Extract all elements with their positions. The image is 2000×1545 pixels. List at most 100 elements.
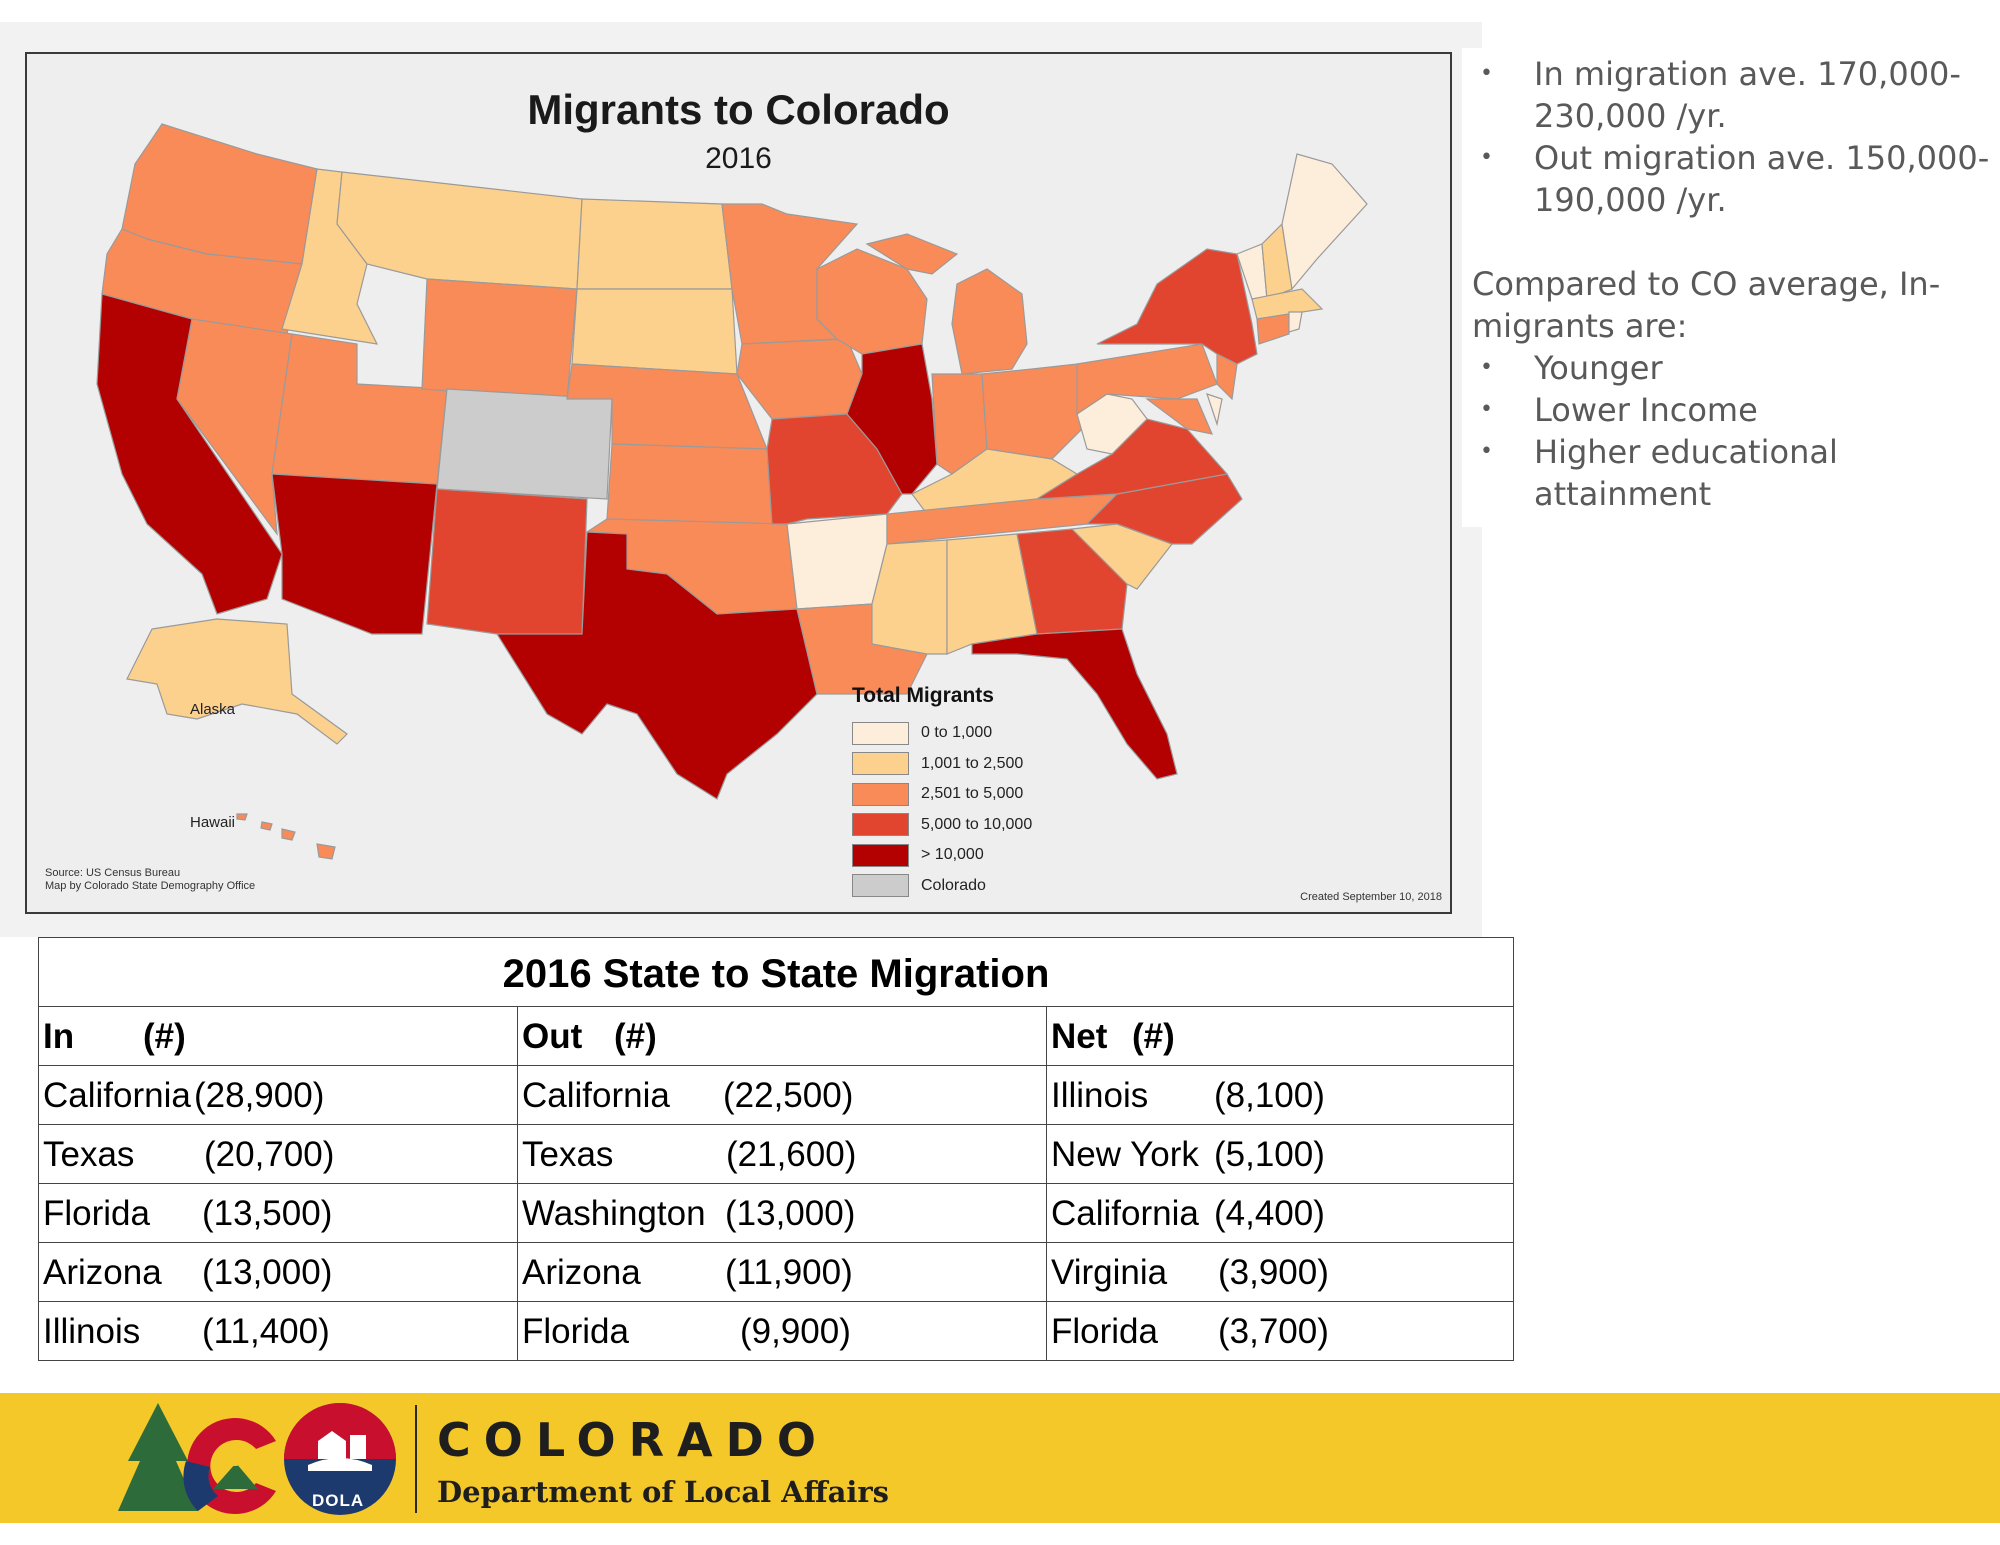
state-massachusetts bbox=[1251, 288, 1324, 320]
migrant-count: (11,400) bbox=[202, 1312, 330, 1351]
legend-label: Colorado bbox=[921, 876, 986, 894]
source-line-2: Map by Colorado State Demography Office bbox=[45, 880, 256, 892]
legend-item: > 10,000 bbox=[852, 840, 1032, 871]
state-utah bbox=[271, 333, 448, 485]
state-montana bbox=[336, 171, 583, 290]
us-map-graphic bbox=[96, 123, 1368, 860]
table-header-row: In (#) Out (#) Net (#) bbox=[39, 1007, 1513, 1066]
in-cell: Illinois (11,400) bbox=[39, 1302, 518, 1360]
note-bullet: • Higher educational attainment bbox=[1472, 431, 2000, 515]
migrant-count: (21,600) bbox=[726, 1135, 857, 1174]
table-row: Illinois (11,400) Florida (9,900) Florida (… bbox=[39, 1302, 1513, 1360]
migrant-count: (5,100) bbox=[1214, 1135, 1325, 1174]
table-row: Arizona (13,000) Arizona (11,900) Virginia… bbox=[39, 1243, 1513, 1302]
bullet-dot-icon: • bbox=[1480, 61, 1493, 86]
in-cell: Texas (20,700) bbox=[39, 1125, 518, 1183]
legend-title: Total Migrants bbox=[852, 684, 994, 707]
migrant-count: (13,500) bbox=[202, 1194, 333, 1233]
state-georgia bbox=[1016, 528, 1128, 635]
map-panel: Migrants to Colorado 2016 Alaska Hawaii … bbox=[0, 22, 1482, 937]
state-maine bbox=[1281, 153, 1368, 291]
legend-label: 0 to 1,000 bbox=[921, 724, 993, 742]
legend-label: 2,501 to 5,000 bbox=[921, 785, 1024, 803]
table-title: 2016 State to State Migration bbox=[39, 938, 1513, 1007]
state-ohio bbox=[981, 363, 1088, 460]
net-cell: Virginia (3,900) bbox=[1047, 1243, 1513, 1301]
note-paragraph: Compared to CO average, In-migrants are: bbox=[1472, 265, 1941, 345]
note-bullet: • Lower Income bbox=[1472, 389, 2000, 431]
out-cell: Arizona (11,900) bbox=[518, 1243, 1047, 1301]
net-cell: Illinois (8,100) bbox=[1047, 1066, 1513, 1124]
hawaii-label: Hawaii bbox=[190, 814, 236, 831]
legend-swatch bbox=[852, 752, 909, 776]
legend-items: 0 to 1,000 1,001 to 2,500 2,501 to 5,000… bbox=[852, 718, 1032, 901]
legend-label: 5,000 to 10,000 bbox=[921, 815, 1033, 833]
legend-label: > 10,000 bbox=[921, 846, 984, 864]
legend-item: 1,001 to 2,500 bbox=[852, 749, 1032, 780]
in-cell: California (28,900) bbox=[39, 1066, 518, 1124]
bullet-dot-icon: • bbox=[1480, 439, 1493, 464]
bullet-dot-icon: • bbox=[1480, 145, 1493, 170]
legend-swatch bbox=[852, 874, 909, 898]
state-florida bbox=[971, 628, 1178, 780]
header-label: Net bbox=[1051, 1017, 1108, 1056]
state-kansas bbox=[606, 443, 773, 525]
migrant-count: (8,100) bbox=[1214, 1076, 1325, 1115]
legend-swatch bbox=[852, 782, 909, 806]
state-name: Arizona bbox=[522, 1253, 641, 1292]
source-line-1: Source: US Census Bureau bbox=[45, 867, 181, 879]
state-colorado bbox=[436, 388, 613, 500]
map-year: 2016 bbox=[705, 142, 772, 175]
table-row: Texas (20,700) Texas (21,600) New York (5,1… bbox=[39, 1125, 1513, 1184]
migrant-count: (22,500) bbox=[723, 1076, 854, 1115]
map-title: Migrants to Colorado bbox=[527, 86, 950, 133]
migrant-count: (4,400) bbox=[1214, 1194, 1325, 1233]
map-source: Source: US Census Bureau Map by Colorado… bbox=[45, 867, 255, 893]
net-cell: New York (5,100) bbox=[1047, 1125, 1513, 1183]
migrant-count: (28,900) bbox=[194, 1076, 325, 1115]
table-row: Florida (13,500) Washington (13,000) Calif… bbox=[39, 1184, 1513, 1243]
note-text: Younger bbox=[1534, 349, 1663, 387]
note-bullet: • Out migration ave. 150,000-190,000 /yr. bbox=[1472, 137, 2000, 221]
state-michigan bbox=[951, 268, 1028, 375]
out-cell: Washington (13,000) bbox=[518, 1184, 1047, 1242]
header-out: Out (#) bbox=[518, 1007, 1047, 1065]
dola-badge-text: DOLA bbox=[312, 1491, 365, 1510]
state-north-dakota bbox=[576, 198, 733, 290]
migration-notes: • In migration ave. 170,000-230,000 /yr. … bbox=[1462, 48, 2000, 527]
state-maryland bbox=[1145, 398, 1214, 435]
state-connecticut bbox=[1256, 313, 1290, 345]
state-new-jersey bbox=[1216, 353, 1238, 401]
migrant-count: (3,700) bbox=[1218, 1312, 1329, 1351]
footer-band: DOLA COLORADO Department of Local Affair… bbox=[0, 1393, 2000, 1523]
note-text: Higher educational attainment bbox=[1534, 433, 1838, 513]
out-cell: Texas (21,600) bbox=[518, 1125, 1047, 1183]
note-bullet: • Younger bbox=[1472, 347, 2000, 389]
header-unit: (#) bbox=[1132, 1017, 1175, 1056]
state-wyoming bbox=[421, 278, 578, 400]
org-name: COLORADO bbox=[437, 1413, 829, 1467]
note-text: Out migration ave. 150,000-190,000 /yr. bbox=[1534, 139, 1990, 219]
out-cell: Florida (9,900) bbox=[518, 1302, 1047, 1360]
state-delaware bbox=[1206, 393, 1223, 427]
state-south-dakota bbox=[571, 288, 738, 375]
table-row: California (28,900) California (22,500) Il… bbox=[39, 1066, 1513, 1125]
migrant-count: (9,900) bbox=[740, 1312, 851, 1351]
migrant-count: (20,700) bbox=[204, 1135, 335, 1174]
legend-item: 2,501 to 5,000 bbox=[852, 779, 1032, 810]
state-name: Virginia bbox=[1051, 1253, 1168, 1292]
legend-item: 0 to 1,000 bbox=[852, 718, 1032, 749]
header-label: Out bbox=[522, 1017, 583, 1056]
state-arizona bbox=[271, 473, 438, 635]
state-new-mexico bbox=[426, 488, 588, 635]
map-created-date: Created September 10, 2018 bbox=[1300, 891, 1442, 903]
out-cell: California (22,500) bbox=[518, 1066, 1047, 1124]
legend-swatch bbox=[852, 721, 909, 745]
bullet-dot-icon: • bbox=[1480, 397, 1493, 422]
state-alaska bbox=[126, 618, 348, 745]
header-net: Net (#) bbox=[1047, 1007, 1513, 1065]
state-name: California bbox=[522, 1076, 670, 1115]
state-mississippi bbox=[871, 539, 948, 655]
state-name: Arizona bbox=[43, 1253, 162, 1292]
migration-map: Migrants to Colorado 2016 Alaska Hawaii … bbox=[25, 52, 1452, 914]
